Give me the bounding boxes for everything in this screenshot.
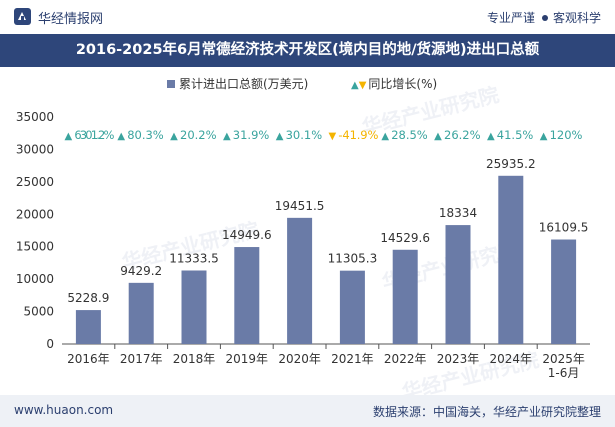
bar-value-label: 16109.5 xyxy=(539,221,589,235)
x-category-label: 2022年 xyxy=(384,352,427,366)
y-tick-label: 15000 xyxy=(16,240,54,254)
brand-name: 华经情报网 xyxy=(38,12,104,27)
bar-value-label: 11333.5 xyxy=(169,251,219,265)
x-category-label: 2016年 xyxy=(67,352,110,366)
footer-site: www.huaon.com xyxy=(14,403,114,417)
y-tick-label: 30000 xyxy=(16,142,54,156)
x-category-label: 2021年 xyxy=(331,352,374,366)
chart-title: 2016-2025年6月常德经济技术开发区(境内目的地/货源地)进出口总额 xyxy=(0,34,615,67)
x-category-label: 2019年 xyxy=(226,352,269,366)
chart-legend: 累计进出口总额(万美元) ▲▼ 同比增长(%) xyxy=(0,75,615,93)
bar-value-label: 18334 xyxy=(439,206,477,220)
growth-up-triangle-icon: ▲ xyxy=(434,131,442,142)
growth-up-triangle-icon: ▲ xyxy=(117,131,125,142)
x-category-label: 2020年 xyxy=(278,352,321,366)
growth-value-label: 120% xyxy=(550,128,583,142)
x-category-label: 1-6月 xyxy=(548,366,580,380)
growth-value-label: 28.5% xyxy=(391,128,428,142)
x-category-label: 2024年 xyxy=(490,352,533,366)
bar xyxy=(339,270,365,344)
y-tick-label: 0 xyxy=(46,337,54,351)
bar xyxy=(551,239,577,344)
growth-down-triangle-icon: ▼ xyxy=(329,131,337,142)
y-tick-label: 20000 xyxy=(16,207,54,221)
top-bar: 华经情报网 专业严谨 客观科学 xyxy=(0,0,615,34)
growth-up-triangle-icon: ▲ xyxy=(487,131,495,142)
growth-value-label: 26.2% xyxy=(444,128,481,142)
legend-bar-swatch xyxy=(167,80,175,88)
legend-item-bar: 累计进出口总额(万美元) xyxy=(167,75,308,92)
bar-value-label: 14529.6 xyxy=(380,231,430,245)
legend-up-triangle-icon: ▲ xyxy=(351,80,359,91)
slogan-left: 专业严谨 xyxy=(486,11,535,25)
growth-value-label: 41.5% xyxy=(497,128,534,142)
growth-value-label: -41.9% xyxy=(338,128,378,142)
bar xyxy=(392,249,418,344)
slogan: 专业严谨 客观科学 xyxy=(487,9,601,26)
y-tick-label: 25000 xyxy=(16,175,54,189)
x-category-label: 2025年 xyxy=(542,352,585,366)
growth-up-triangle-icon: ▲ xyxy=(276,131,284,142)
y-tick-label: 35000 xyxy=(16,110,54,124)
legend-item-growth: ▲▼ 同比增长(%) xyxy=(351,75,437,92)
bar-value-label: 19451.5 xyxy=(275,199,325,213)
x-category-label: 2023年 xyxy=(437,352,480,366)
growth-up-triangle-icon: ▲ xyxy=(381,131,389,142)
growth-up-triangle-icon: ▲ xyxy=(223,131,231,142)
x-category-label: 2017年 xyxy=(120,352,163,366)
bar-value-label: 9429.2 xyxy=(120,264,162,278)
footer-bar: www.huaon.com 数据来源：中国海关，华经产业研究院整理 xyxy=(0,395,615,427)
bar xyxy=(181,270,207,344)
growth-value-label: 6301.2% xyxy=(74,128,114,142)
chart-plot: 0 5000 10000 15000 20000 25000 30000 35000 5228.… xyxy=(16,110,590,380)
bar-value-label: 25935.2 xyxy=(486,157,536,171)
bar xyxy=(128,282,154,344)
bar-value-label: 14949.6 xyxy=(222,228,272,242)
growth-up-triangle-icon: ▲ xyxy=(170,131,178,142)
y-tick-label: 5000 xyxy=(23,305,54,319)
legend-down-triangle-icon: ▼ xyxy=(358,80,367,91)
bar xyxy=(234,247,260,344)
growth-value-label: 20.2% xyxy=(180,128,217,142)
growth-value-label: 31.9% xyxy=(233,128,270,142)
legend-bar-label: 累计进出口总额(万美元) xyxy=(179,77,309,91)
bar xyxy=(498,175,524,344)
footer-source: 数据来源：中国海关，华经产业研究院整理 xyxy=(372,405,601,419)
legend-growth-label: 同比增长(%) xyxy=(368,77,438,91)
growth-value-label: 30.1% xyxy=(286,128,323,142)
x-category-label: 2018年 xyxy=(173,352,216,366)
growth-up-triangle-icon: ▲ xyxy=(540,131,548,142)
slogan-right: 客观科学 xyxy=(552,11,601,25)
y-tick-label: 10000 xyxy=(16,272,54,286)
bar-value-label: 5228.9 xyxy=(67,291,109,305)
slogan-dot-icon xyxy=(541,15,548,21)
bar xyxy=(75,310,101,344)
huajing-logo-icon xyxy=(14,8,31,25)
bar xyxy=(445,225,471,344)
growth-up-triangle-icon: ▲ xyxy=(65,131,73,142)
growth-value-label: 80.3% xyxy=(127,128,164,142)
bar xyxy=(287,217,313,344)
bar-value-label: 11305.3 xyxy=(328,252,378,266)
